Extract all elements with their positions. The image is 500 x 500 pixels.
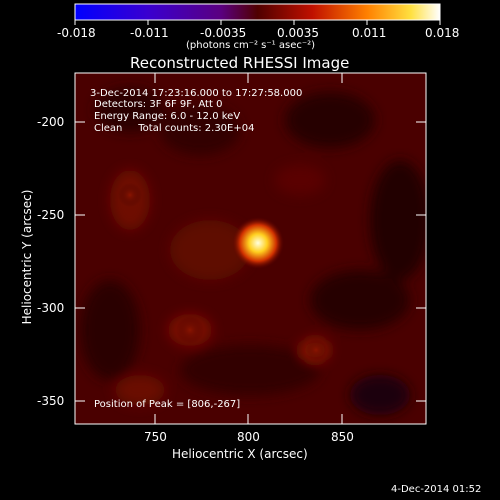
x-axis-ticks (154, 73, 343, 424)
x-axis-label: Heliocentric X (arcsec) (172, 447, 308, 461)
colorbar-tick-label: -0.011 (130, 26, 169, 40)
plot-frame (74, 72, 427, 425)
x-tick-label: 850 (331, 430, 354, 444)
colorbar-ticks (74, 20, 441, 25)
colorbar-tick-label: -0.018 (57, 26, 96, 40)
colorbar (74, 3, 441, 21)
y-tick-label: -250 (37, 208, 65, 222)
energy-range-annotation: Energy Range: 6.0 - 12.0 keV (94, 111, 241, 122)
plot-title: Reconstructed RHESSI Image (130, 54, 350, 72)
y-tick-label: -350 (37, 394, 65, 408)
y-tick-label: -200 (37, 115, 65, 129)
y-tick-label: -300 (37, 301, 65, 315)
colorbar-tick-label: 0.0035 (277, 26, 319, 40)
rhessi-image (75, 73, 426, 424)
peak-source (232, 217, 284, 269)
colorbar-units-label: (photons cm⁻² s⁻¹ asec⁻²) (186, 40, 316, 51)
y-axis-label: Heliocentric Y (arcsec) (20, 189, 34, 325)
colorbar-tick-label: 0.018 (425, 26, 460, 40)
x-tick-label: 750 (144, 430, 167, 444)
colorbar-tick-label: -0.0035 (200, 26, 247, 40)
footer-timestamp: 4-Dec-2014 01:52 (391, 484, 482, 495)
time-range-annotation: 3-Dec-2014 17:23:16.000 to 17:27:58.000 (90, 88, 303, 99)
clean-counts-annotation: Clean Total counts: 2.30E+04 (94, 123, 255, 134)
peak-position-annotation: Position of Peak = [806,-267] (94, 399, 241, 410)
y-axis-ticks (75, 121, 426, 402)
colorbar-tick-label: 0.011 (352, 26, 387, 40)
x-tick-label: 800 (237, 430, 260, 444)
detectors-annotation: Detectors: 3F 6F 9F, Att 0 (94, 99, 223, 110)
